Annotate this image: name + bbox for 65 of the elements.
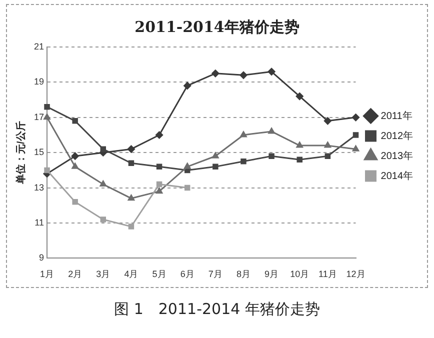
legend-label: 2011年 xyxy=(380,110,412,122)
point xyxy=(240,158,246,164)
point xyxy=(268,128,275,134)
point xyxy=(240,71,248,79)
point xyxy=(184,162,191,169)
point xyxy=(128,160,134,166)
legend-label: 2013年 xyxy=(380,150,414,162)
point xyxy=(72,162,78,169)
point xyxy=(296,92,304,100)
point xyxy=(156,181,162,188)
y-axis-title: 单位：元/公斤 xyxy=(14,121,27,185)
point xyxy=(72,199,78,205)
point xyxy=(352,145,360,152)
x-tick-label: 11月 xyxy=(318,269,337,280)
point xyxy=(324,153,331,159)
y-tick-label: 15 xyxy=(34,147,44,158)
point xyxy=(240,131,247,138)
chart-title: 2011-2014年猪价走势 xyxy=(134,18,300,36)
point xyxy=(44,104,50,110)
point xyxy=(352,132,359,138)
point xyxy=(184,82,192,90)
point xyxy=(212,164,218,170)
point xyxy=(296,156,302,163)
point xyxy=(156,131,164,139)
x-tick-label: 6月 xyxy=(180,269,194,280)
point xyxy=(128,194,135,201)
point xyxy=(44,167,50,174)
y-tick-label: 19 xyxy=(34,76,44,87)
x-tick-label: 7月 xyxy=(208,269,222,280)
y-tick-label: 11 xyxy=(34,217,44,228)
point xyxy=(324,142,332,148)
caption: 图 1 2011-2014 年猪价走势 xyxy=(113,300,321,319)
x-tick-label: 1月 xyxy=(40,269,54,280)
point xyxy=(268,68,276,76)
x-tick-label: 9月 xyxy=(264,269,279,280)
y-tick-label: 17 xyxy=(34,112,44,122)
point xyxy=(71,152,79,160)
point xyxy=(100,180,106,187)
point xyxy=(127,145,135,153)
x-tick-label: 2月 xyxy=(68,269,82,280)
point xyxy=(100,146,106,152)
x-tick-label: 3月 xyxy=(96,269,110,280)
point xyxy=(128,224,134,230)
legend-label: 2014年 xyxy=(380,170,414,182)
point xyxy=(100,216,106,222)
y-tick-label: 21 xyxy=(34,41,44,52)
x-tick-label: 12月 xyxy=(346,269,366,280)
point xyxy=(212,70,220,78)
point xyxy=(212,152,219,158)
point xyxy=(156,164,162,170)
point xyxy=(44,114,50,120)
point xyxy=(72,118,78,124)
x-tick-label: 4月 xyxy=(124,269,138,280)
x-tick-label: 8月 xyxy=(236,269,250,280)
point xyxy=(268,153,274,159)
point xyxy=(156,188,163,194)
point xyxy=(184,184,190,191)
point xyxy=(324,117,332,125)
x-tick-label: 5月 xyxy=(152,269,166,280)
point xyxy=(296,142,303,148)
y-tick-label: 9 xyxy=(38,252,44,263)
point xyxy=(352,114,360,122)
legend-label: 2012年 xyxy=(380,130,414,142)
x-tick-label: 10月 xyxy=(290,269,310,280)
y-tick-label: 13 xyxy=(34,182,44,192)
